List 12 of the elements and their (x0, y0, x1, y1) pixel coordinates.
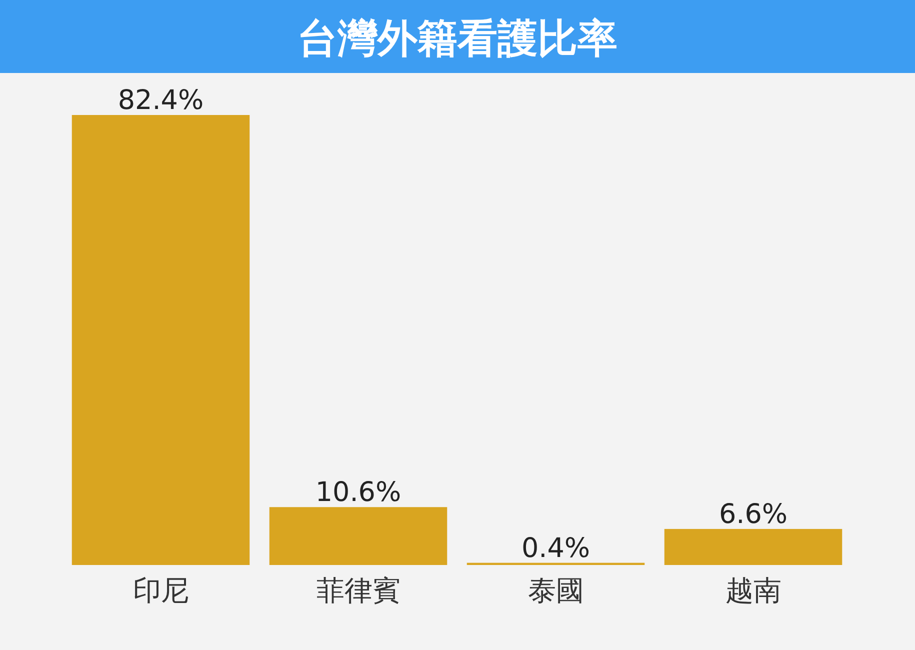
x-tick-label: 越南 (725, 574, 782, 607)
data-label: 82.4% (118, 85, 204, 116)
chart-title: 台灣外籍看護比率 (298, 16, 618, 62)
bar (664, 528, 842, 565)
data-label: 10.6% (315, 477, 402, 508)
data-label: 0.4% (521, 532, 590, 564)
data-label: 6.6% (718, 498, 788, 530)
bar (72, 115, 250, 565)
x-tick-label: 泰國 (528, 574, 584, 607)
x-tick-label: 印尼 (132, 574, 189, 607)
x-tick-label: 菲律賓 (316, 574, 400, 607)
bar (269, 507, 448, 565)
